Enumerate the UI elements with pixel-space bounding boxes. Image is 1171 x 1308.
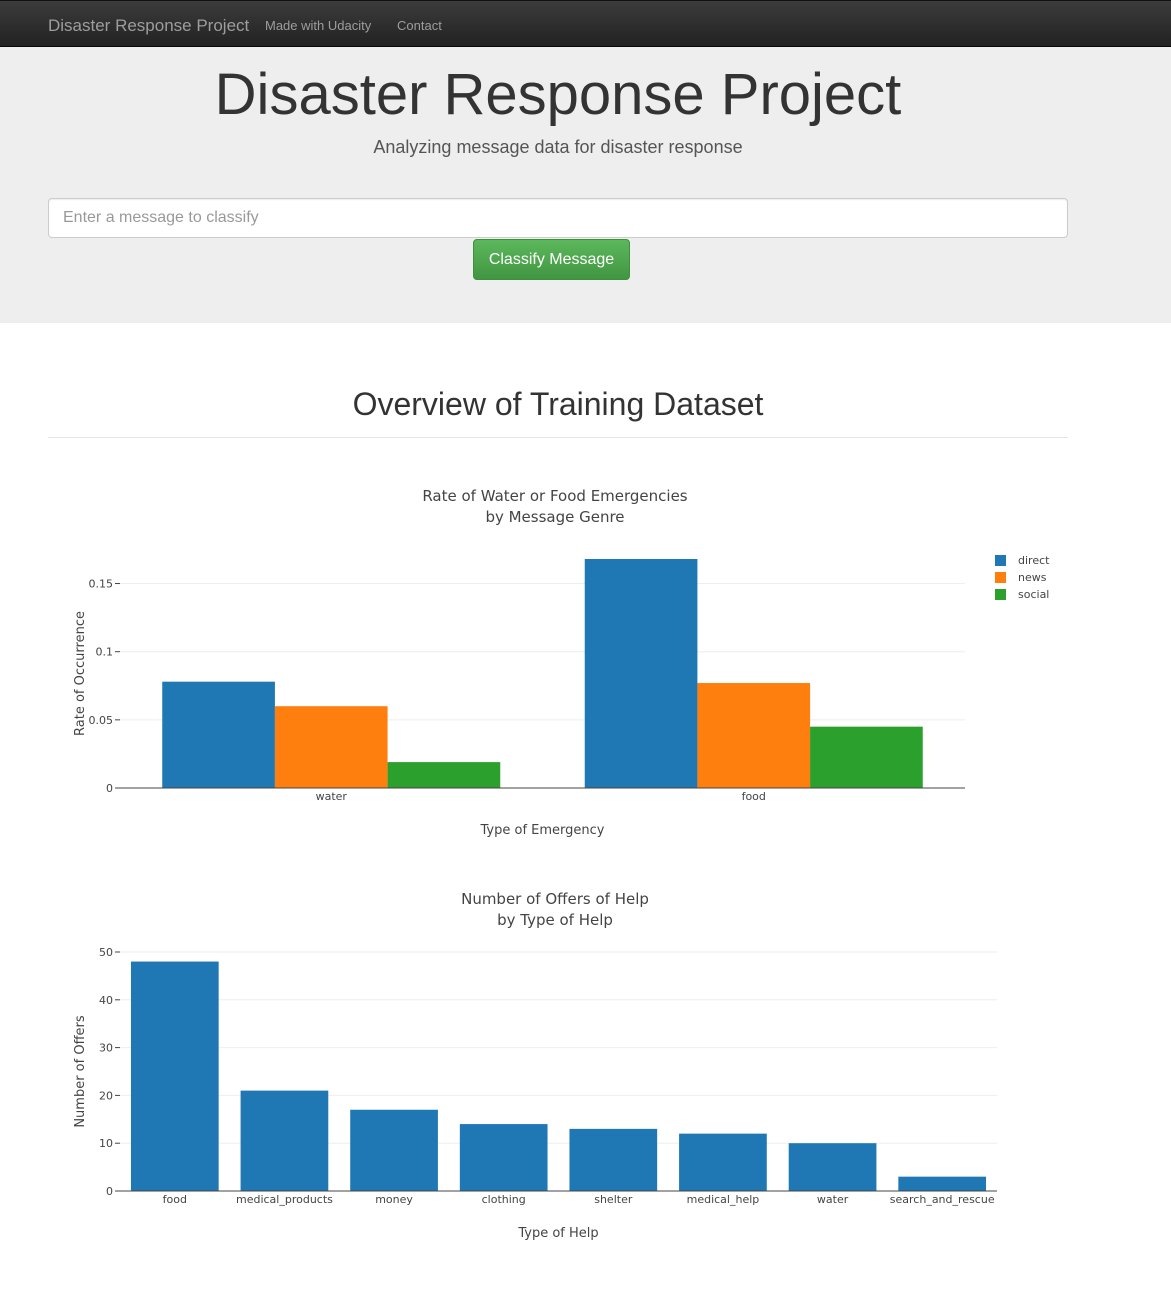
bar: [679, 1133, 767, 1191]
bar: [240, 1090, 329, 1191]
bar: [569, 1128, 658, 1191]
nav-link-contact[interactable]: Contact: [397, 18, 442, 33]
genre-bar-chart: 0 0.05 0.1 0.15 water food Rate of Water or Fo…: [73, 487, 1050, 838]
x-tick-label: medical_help: [687, 1193, 760, 1206]
nav-link-udacity[interactable]: Made with Udacity: [265, 18, 372, 33]
bar: [459, 1124, 548, 1191]
bar: [350, 1109, 438, 1191]
chart-title: Number of Offers of Help: [461, 890, 649, 908]
legend-swatch: [995, 555, 1006, 566]
chart-title: by Message Genre: [485, 508, 624, 526]
bar: [162, 681, 275, 788]
bar: [810, 726, 923, 788]
y-tick-label: 0.1: [96, 646, 114, 659]
x-tick-label: money: [375, 1193, 413, 1206]
y-axis-title: Number of Offers: [73, 1015, 88, 1128]
y-axis-title: Rate of Occurrence: [73, 611, 88, 736]
jumbotron: Disaster Response Project Analyzing mess…: [0, 47, 1171, 323]
x-axis-title: Type of Help: [517, 1226, 598, 1241]
x-tick-label: search_and_rescue: [890, 1193, 995, 1206]
legend-label: social: [1018, 588, 1049, 601]
bar: [898, 1176, 987, 1191]
legend-swatch: [995, 572, 1006, 583]
x-tick-label: medical_products: [236, 1193, 333, 1206]
bar: [387, 762, 501, 788]
legend-swatch: [995, 589, 1006, 600]
classify-message-button[interactable]: Classify Message: [473, 239, 630, 280]
bar: [584, 559, 698, 788]
y-tick-label: 10: [99, 1137, 113, 1150]
page-subtitle: Analyzing message data for disaster resp…: [373, 137, 743, 157]
y-tick-label: 0.15: [89, 578, 114, 591]
x-tick-label: shelter: [594, 1193, 633, 1206]
chart-title: Rate of Water or Food Emergencies: [422, 487, 687, 505]
y-tick-label: 0: [106, 1185, 113, 1198]
bar: [697, 683, 811, 788]
overview-title: Overview of Training Dataset: [352, 386, 764, 422]
divider: [48, 437, 1068, 438]
y-tick-label: 0: [106, 782, 113, 795]
help-bar-chart: 0 10 20 30 40 50 food medical_products money clot…: [73, 890, 997, 1241]
x-tick-label: water: [817, 1193, 849, 1206]
bar: [130, 961, 219, 1191]
navbar-brand[interactable]: Disaster Response Project: [48, 16, 250, 35]
legend-label: direct: [1018, 554, 1050, 567]
x-axis-title: Type of Emergency: [480, 823, 605, 838]
y-tick-label: 30: [99, 1042, 113, 1055]
legend-label: news: [1018, 571, 1047, 584]
x-tick-label: food: [163, 1193, 187, 1206]
y-tick-label: 40: [99, 994, 113, 1007]
x-tick-label: clothing: [482, 1193, 526, 1206]
y-tick-label: 0.05: [89, 714, 114, 727]
y-tick-label: 20: [99, 1089, 113, 1102]
x-tick-label: water: [316, 790, 348, 803]
bar: [788, 1143, 877, 1191]
page-title: Disaster Response Project: [214, 62, 902, 127]
y-tick-label: 50: [99, 946, 113, 959]
x-tick-label: food: [742, 790, 766, 803]
chart-title: by Type of Help: [497, 911, 613, 929]
navbar: Disaster Response Project Made with Udac…: [0, 0, 1171, 47]
bar: [274, 706, 388, 788]
message-input[interactable]: [48, 198, 1068, 238]
